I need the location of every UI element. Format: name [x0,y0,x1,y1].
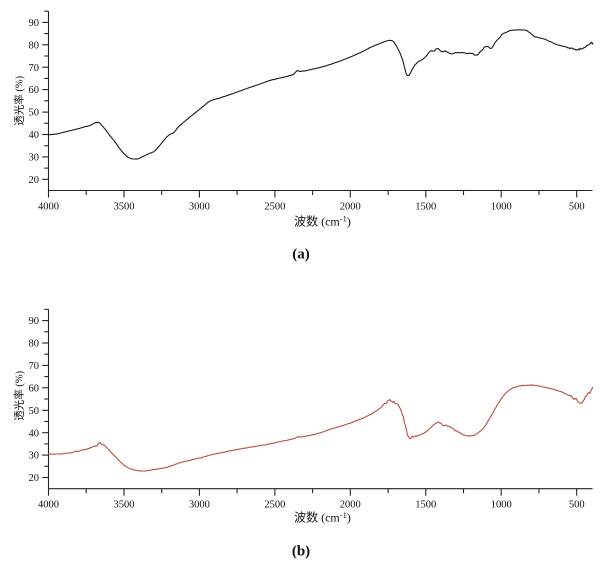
svg-text:1500: 1500 [415,500,436,511]
svg-text:40: 40 [29,428,40,439]
svg-text:30: 30 [29,153,40,164]
svg-text:波数 (cm-1): 波数 (cm-1) [294,510,351,525]
svg-text:1000: 1000 [491,202,512,213]
svg-text:20: 20 [29,473,40,484]
svg-text:60: 60 [29,85,40,96]
svg-text:30: 30 [29,451,40,462]
svg-text:1000: 1000 [491,500,512,511]
svg-text:70: 70 [29,361,40,372]
svg-text:80: 80 [29,40,40,51]
svg-text:500: 500 [569,202,585,213]
svg-text:透光率 (%): 透光率 (%) [13,370,26,420]
svg-text:90: 90 [29,18,40,29]
svg-text:20: 20 [29,175,40,186]
svg-text:3000: 3000 [189,500,210,511]
svg-text:(a): (a) [292,247,310,263]
svg-text:3500: 3500 [114,202,135,213]
svg-text:4000: 4000 [38,500,59,511]
svg-text:(b): (b) [292,544,310,560]
svg-text:2000: 2000 [340,202,361,213]
svg-text:2500: 2500 [264,500,285,511]
svg-text:50: 50 [29,406,40,417]
svg-text:50: 50 [29,108,40,119]
svg-text:70: 70 [29,63,40,74]
svg-text:4000: 4000 [38,202,59,213]
svg-text:3000: 3000 [189,202,210,213]
svg-text:60: 60 [29,383,40,394]
svg-text:1500: 1500 [415,202,436,213]
svg-text:2500: 2500 [264,202,285,213]
svg-text:80: 80 [29,339,40,350]
svg-text:40: 40 [29,130,40,141]
svg-text:90: 90 [29,316,40,327]
svg-text:3500: 3500 [114,500,135,511]
svg-text:波数 (cm-1): 波数 (cm-1) [294,214,351,229]
svg-text:透光率 (%): 透光率 (%) [13,75,26,125]
svg-text:500: 500 [569,500,585,511]
svg-text:2000: 2000 [340,500,361,511]
